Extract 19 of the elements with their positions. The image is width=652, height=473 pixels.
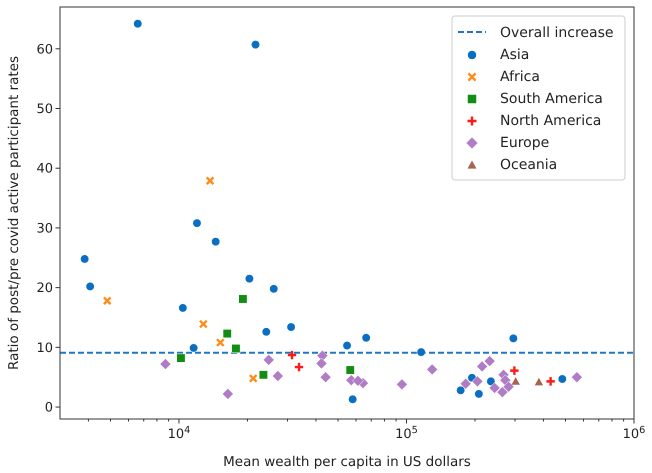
y-tick-label: 50 xyxy=(36,102,53,118)
y-tick-label: 40 xyxy=(36,162,53,177)
y-tick-label: 60 xyxy=(36,42,53,58)
legend-label: Africa xyxy=(500,69,540,85)
x-tick-label: 10$^{4}$ xyxy=(168,424,190,442)
legend-label: Overall increase xyxy=(500,25,614,41)
y-tick-label: 20 xyxy=(36,281,53,296)
y-tick-label: 30 xyxy=(36,221,53,236)
legend-label: Europe xyxy=(500,135,550,151)
y-tick-label: 10 xyxy=(36,340,53,356)
y-axis-title: Ratio of post/pre covid active participant rates xyxy=(6,56,22,370)
legend-label: North America xyxy=(500,113,602,129)
x-tick-label: 10$^{5}$ xyxy=(395,424,418,442)
legend-label: Asia xyxy=(500,47,530,63)
x-axis-title: Mean wealth per capita in US dollars xyxy=(223,454,471,470)
y-tick-label: 0 xyxy=(44,400,53,416)
legend-label: Oceania xyxy=(500,157,558,173)
legend-label: South America xyxy=(500,91,603,107)
x-tick-label: 10$^{6}$ xyxy=(622,424,646,442)
